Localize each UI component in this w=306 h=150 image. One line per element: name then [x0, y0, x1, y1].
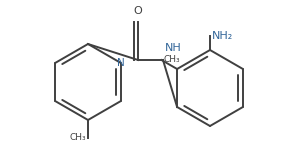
- Text: NH: NH: [165, 43, 182, 53]
- Text: NH₂: NH₂: [212, 31, 233, 41]
- Text: CH₃: CH₃: [69, 134, 86, 142]
- Text: O: O: [134, 6, 142, 16]
- Text: N: N: [117, 58, 125, 68]
- Text: CH₃: CH₃: [163, 56, 180, 64]
